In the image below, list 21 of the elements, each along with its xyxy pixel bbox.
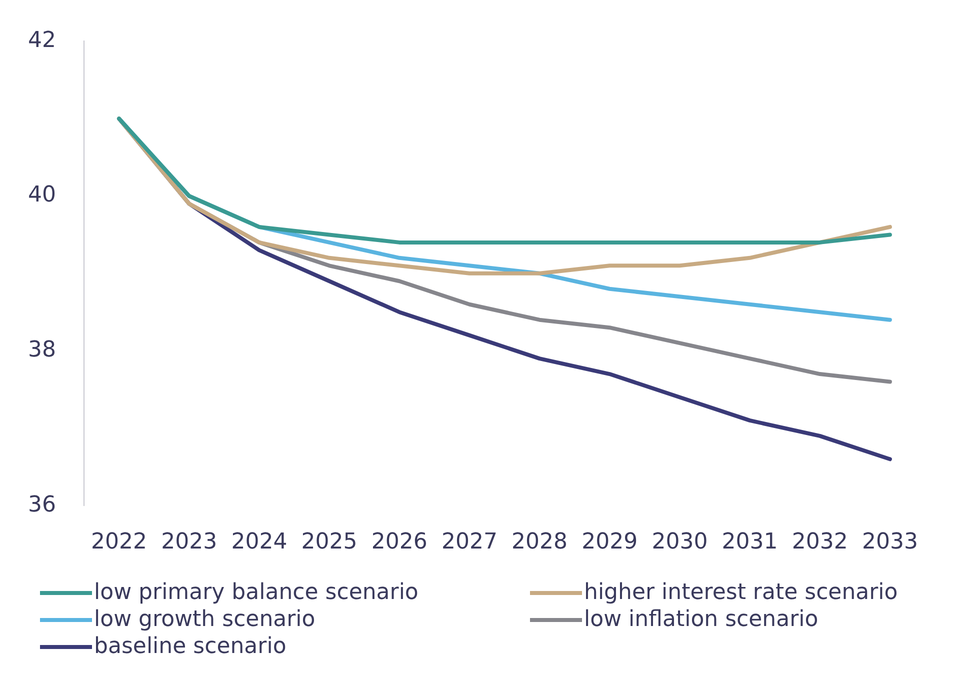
legend-label: low primary balance scenario: [94, 580, 418, 605]
x-tick-label: 2027: [441, 530, 498, 555]
x-tick-label: 2028: [512, 530, 568, 555]
y-tick-label: 38: [28, 338, 56, 363]
x-tick-label: 2029: [582, 530, 638, 555]
x-tick-label: 2030: [652, 530, 708, 555]
y-tick-label: 36: [28, 492, 56, 518]
legend-label: low growth scenario: [94, 607, 316, 632]
y-tick-label: 40: [28, 182, 56, 208]
x-tick-label: 2031: [722, 530, 778, 555]
legend-label: low inflation scenario: [584, 607, 818, 632]
x-tick-label: 2032: [792, 530, 848, 555]
x-tick-label: 2024: [231, 530, 288, 555]
x-tick-label: 2023: [161, 530, 218, 555]
legend-label: baseline scenario: [94, 634, 286, 659]
x-tick-label: 2033: [862, 530, 918, 555]
legend-label: higher interest rate scenario: [584, 580, 898, 605]
y-tick-label: 42: [28, 28, 56, 53]
x-tick-label: 2025: [301, 530, 358, 555]
x-tick-label: 2022: [91, 530, 148, 555]
x-tick-label: 2026: [371, 530, 428, 555]
